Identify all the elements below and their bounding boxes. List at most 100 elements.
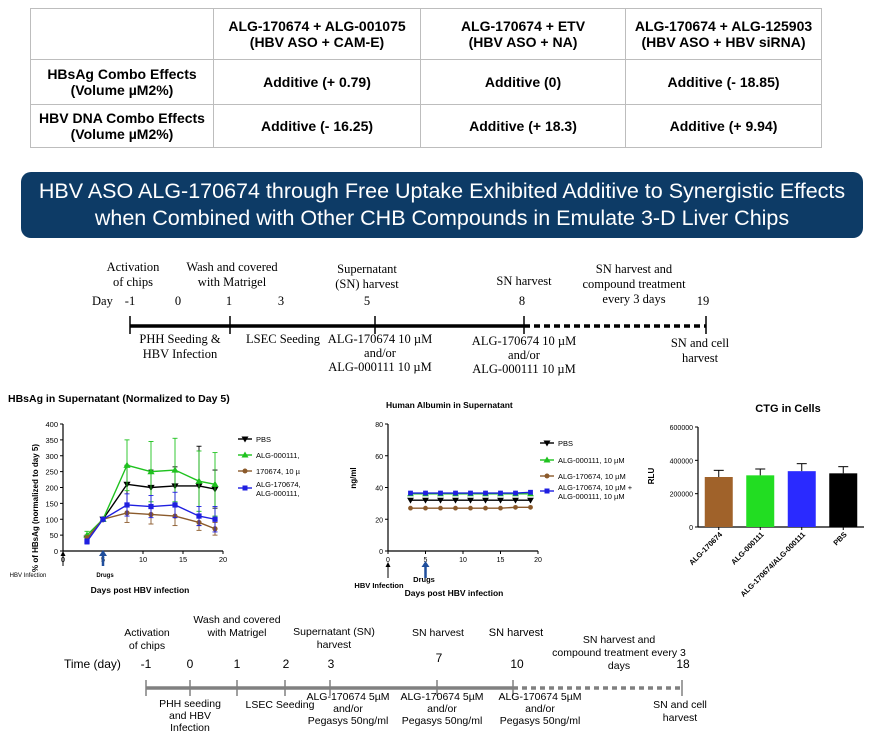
timeline-1-tick: 19: [696, 294, 710, 308]
y-tick-label: 0: [54, 547, 58, 556]
data-point: [423, 490, 428, 496]
x-tick-label: 0: [386, 557, 390, 564]
timeline-1-wash: Wash and covered with Matrigel: [186, 260, 278, 289]
timeline-1-tick: 8: [518, 294, 526, 308]
x-tick-label: 10: [139, 555, 147, 564]
table-cell: Additive (+ 18.3): [420, 104, 626, 148]
legend-label: ALG-170674, 10 µM +ALG-000111, 10 µM: [558, 483, 633, 501]
timeline-2-tick: 0: [186, 657, 194, 671]
legend-label: 170674, 10 µM: [256, 467, 300, 476]
timeline-2-treatment-a: ALG-170674 5µM and/or Pegasys 50ng/ml: [306, 691, 390, 727]
x-axis-label: Days post HBV infection: [405, 588, 504, 598]
data-point: [422, 497, 429, 504]
data-point: [513, 490, 518, 496]
timeline-2-tick: 18: [676, 657, 690, 671]
y-tick-label: 20: [375, 517, 383, 524]
bar: [746, 475, 775, 527]
row-label-line: HBsAg Combo Effects: [47, 66, 197, 82]
y-tick-label: 300: [45, 452, 58, 461]
chart-series: [83, 437, 219, 545]
data-point: [438, 490, 443, 496]
y-tick-label: 60: [375, 454, 383, 461]
data-point: [148, 503, 154, 510]
y-tick-label: 200: [45, 484, 58, 493]
timeline-2-lsec: LSEC Seeding: [245, 699, 315, 711]
chart-title: HBsAg in Supernatant (Normalized to Day …: [8, 393, 230, 405]
y-axis-label: RLU: [647, 468, 656, 485]
series: [407, 497, 534, 504]
data-point: [544, 488, 550, 494]
chart-bars: [704, 463, 858, 527]
data-point: [483, 505, 488, 511]
series: [84, 491, 218, 545]
data-point: [513, 504, 518, 510]
x-axis-label: Days post HBV infection: [91, 585, 190, 595]
hbsag-chart: HBsAg in Supernatant (Normalized to Day …: [8, 393, 300, 595]
timeline-1-tick: 1: [225, 294, 233, 308]
row-label: HBsAg Combo Effects (Volume µM2%): [30, 59, 214, 105]
table-cell: Additive (+ 9.94): [625, 104, 822, 148]
data-point: [212, 516, 218, 522]
data-point: [242, 485, 248, 491]
timeline-1-tick: -1: [124, 294, 136, 308]
data-point: [241, 436, 249, 443]
legend-label: ALG-000111, 10 µM: [558, 456, 625, 465]
y-axis-label: ng/ml: [349, 467, 358, 488]
y-tick-label: 350: [45, 436, 58, 445]
data-point: [407, 497, 414, 504]
header-line: ALG-170674 + ALG-001075: [228, 18, 406, 34]
data-point: [452, 497, 459, 504]
table-cell: Additive (+ 0.79): [213, 59, 421, 105]
data-point: [482, 497, 489, 504]
x-tick-label: 5: [424, 557, 428, 564]
timeline-1-tick: 0: [174, 294, 182, 308]
row-label-line: (Volume µM2%): [70, 126, 174, 142]
timeline-1-sn-compound: SN harvest and compound treatment every 3 …: [582, 262, 686, 306]
x-tick-label: 15: [179, 555, 187, 564]
timeline-1-sn-harvest: SN harvest: [496, 274, 552, 288]
header-line: (HBV ASO + CAM-E): [249, 34, 385, 50]
data-point: [171, 466, 179, 473]
chart-legend: PBS ALG-000111, 10 µM ALG-170674, 10 µM ALG…: [540, 439, 633, 501]
timeline-2-day-label: Time (day): [64, 657, 121, 671]
data-point: [172, 502, 178, 508]
data-point: [498, 490, 503, 496]
data-point: [498, 505, 503, 511]
y-tick-label: 50: [50, 531, 58, 540]
timeline-2-sn-harvest-7: SN harvest: [412, 627, 464, 639]
timeline-1-final: SN and cell harvest: [670, 336, 730, 365]
timeline-2-wash: Wash and covered with Matrigel: [193, 614, 281, 639]
legend-label-line: ALG-170674, 10 µM +: [558, 483, 633, 492]
x-tick-label: 20: [219, 555, 227, 564]
data-point: [497, 497, 504, 504]
timeline-1-tickmarks: [129, 316, 707, 334]
timeline-1-activation: Activation of chips: [106, 260, 160, 289]
table-cell: Additive (- 18.85): [625, 59, 822, 105]
timeline-2-sn-compound: SN harvest and compound treatment every 3…: [552, 634, 686, 672]
timeline-2-tick: -1: [140, 657, 152, 671]
y-tick-label: 40: [375, 486, 383, 493]
timeline-2-treatment-b: ALG-170674 5µM and/or Pegasys 50ng/ml: [400, 691, 484, 727]
albumin-chart: Human Albumin in Supernatant ng/ml Days …: [349, 400, 633, 598]
timeline-1-tick: 5: [363, 294, 371, 308]
timeline-1-tick: 3: [277, 294, 285, 308]
timeline-1-day-label: Day: [92, 294, 113, 308]
legend-label: ALG-000111, 10 µM: [256, 451, 300, 460]
legend-label: ALG-170674, 10 µM: [558, 472, 626, 481]
arrow-head: [99, 550, 107, 556]
table-cell: Additive (0): [420, 59, 626, 105]
header-line: ALG-170674 + ETV: [460, 18, 586, 34]
drugs-annotation: Drugs: [413, 575, 435, 584]
timeline-2-tick: 2: [282, 657, 290, 671]
row-label-line: (Volume µM2%): [70, 82, 174, 98]
legend-label: PBS: [256, 435, 271, 444]
data-point: [241, 451, 249, 458]
data-point: [84, 538, 90, 545]
header-line: (HBV ASO + NA): [468, 34, 578, 50]
data-point: [211, 480, 219, 487]
data-point: [195, 477, 203, 484]
timeline-2-final: SN and cell harvest: [653, 699, 707, 724]
data-point: [423, 505, 428, 511]
x-tick-label: 10: [459, 557, 467, 564]
y-tick-label: 400: [45, 420, 58, 429]
